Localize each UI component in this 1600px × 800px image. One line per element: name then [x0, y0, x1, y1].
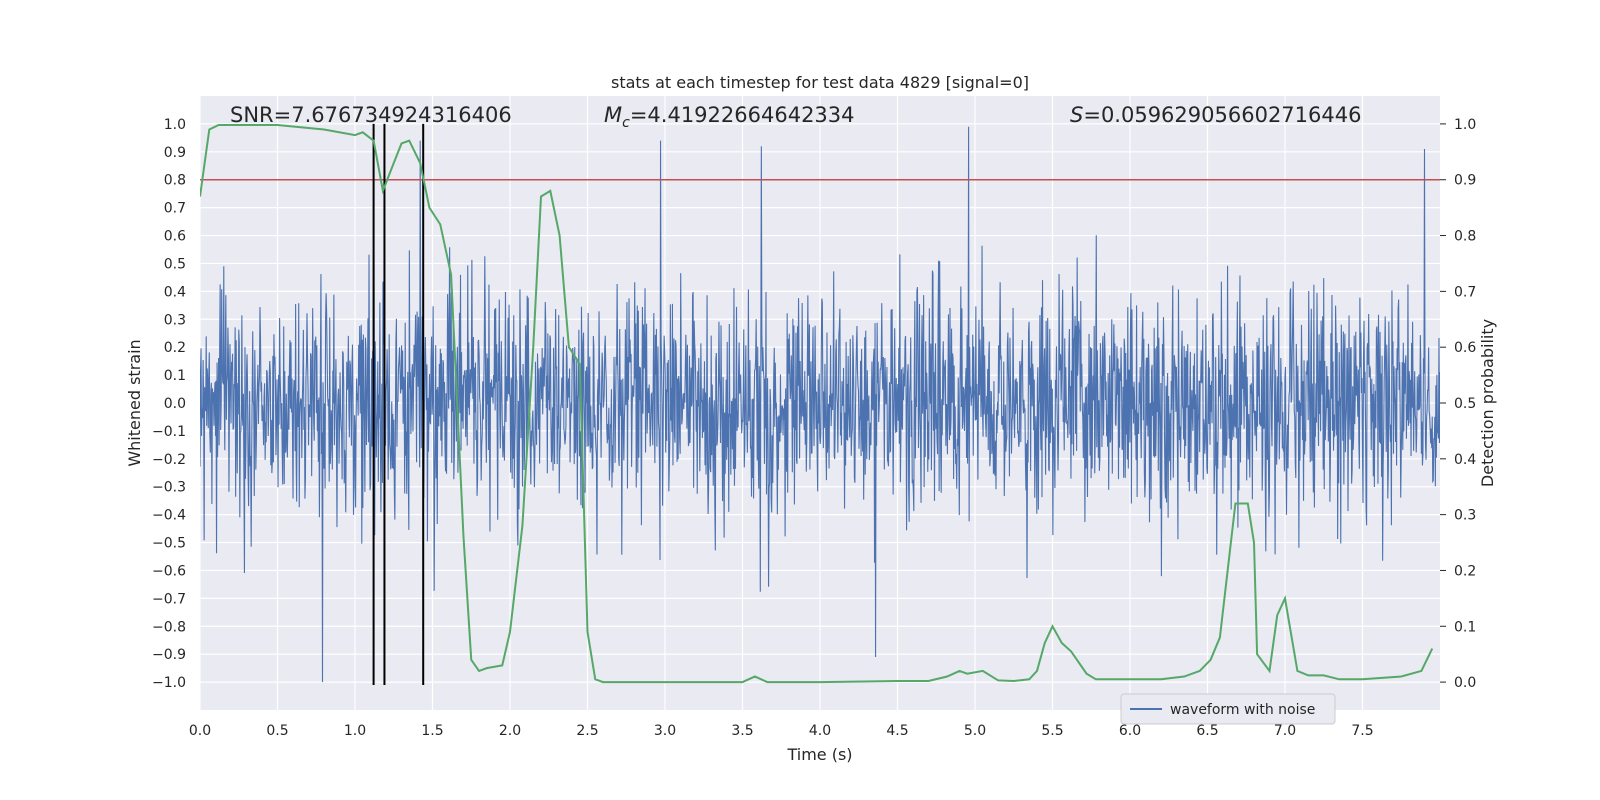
x-tick-label: 0.5 — [266, 723, 288, 739]
y2-tick-label: 0.1 — [1454, 619, 1476, 635]
y-tick-label: −0.3 — [152, 480, 186, 496]
snr-annotation: SNR=7.676734924316406 — [230, 103, 512, 127]
x-tick-label: 6.0 — [1119, 723, 1141, 739]
s-symbol: S — [1070, 103, 1083, 127]
y-tick-label: −0.1 — [152, 424, 186, 440]
chirp-mass-subscript: c — [622, 115, 630, 131]
y-tick-label: 0.4 — [164, 284, 186, 300]
x-tick-label: 7.5 — [1351, 723, 1373, 739]
y2-tick-label: 0.8 — [1454, 229, 1476, 245]
event-markers — [372, 123, 425, 685]
detection-probability-series — [200, 124, 1434, 684]
y-tick-label: 0.1 — [164, 368, 186, 384]
y-tick-label: 0.8 — [164, 173, 186, 189]
y-tick-label: 0.6 — [164, 229, 186, 245]
x-tick-label: 4.0 — [809, 723, 831, 739]
legend: waveform with noise — [1120, 693, 1336, 725]
x-tick-label: 5.0 — [964, 723, 986, 739]
chirp-mass-annotation: Mc=4.41922664642334 — [604, 103, 855, 131]
chirp-mass-symbol: M — [604, 103, 622, 127]
x-tick-label: 3.0 — [654, 723, 676, 739]
detection-probability-line — [200, 124, 1434, 684]
x-axis-label: Time (s) — [786, 745, 852, 764]
y-axis-ticks: 1.0 0.9 0.8 0.7 0.6 0.5 0.4 0.3 0.2 0.1 0.0 −0.1 −0.… — [152, 117, 186, 691]
y-tick-label: 0.9 — [164, 145, 186, 161]
x-tick-label: 2.5 — [576, 723, 598, 739]
y-tick-label: 0.0 — [164, 396, 186, 412]
x-tick-label: 3.5 — [731, 723, 753, 739]
y-axis-label: Whitened strain — [125, 339, 144, 466]
y2-tick-label: 0.2 — [1454, 563, 1476, 579]
y2-tick-label: 0.7 — [1454, 284, 1476, 300]
waveform-with-noise-series — [200, 126, 1440, 683]
y2-tick-label: 1.0 — [1454, 117, 1476, 133]
y-tick-label: −0.7 — [152, 591, 186, 607]
x-tick-label: 6.5 — [1196, 723, 1218, 739]
x-axis-ticks: 0.0 0.5 1.0 1.5 2.0 2.5 3.0 3.5 4.0 4.5 5.0 5.5 6.0 6… — [189, 723, 1374, 739]
x-tick-label: 1.5 — [421, 723, 443, 739]
y2-tick-label: 0.5 — [1454, 396, 1476, 412]
y2-tick-label: 0.6 — [1454, 340, 1476, 356]
x-tick-label: 4.5 — [886, 723, 908, 739]
y-tick-label: −0.4 — [152, 508, 186, 524]
legend-box — [1120, 693, 1336, 725]
y-tick-label: −0.2 — [152, 452, 186, 468]
y-tick-label: 0.2 — [164, 340, 186, 356]
y2-tick-label: 0.3 — [1454, 508, 1476, 524]
y-tick-label: −1.0 — [152, 675, 186, 691]
y-tick-label: −0.5 — [152, 536, 186, 552]
y2-axis-label: Detection probability — [1478, 319, 1497, 487]
x-tick-label: 1.0 — [344, 723, 366, 739]
x-tick-label: 2.0 — [499, 723, 521, 739]
y2-tick-label: 0.9 — [1454, 173, 1476, 189]
y-tick-label: 1.0 — [164, 117, 186, 133]
y-tick-label: 0.5 — [164, 256, 186, 272]
y-tick-label: −0.9 — [152, 647, 186, 663]
y-tick-label: −0.6 — [152, 563, 186, 579]
chirp-mass-value: =4.41922664642334 — [630, 103, 855, 127]
y-tick-label: −0.8 — [152, 619, 186, 635]
x-tick-label: 0.0 — [189, 723, 211, 739]
s-value: =0.059629056602716446 — [1083, 103, 1361, 127]
x-tick-label: 5.5 — [1041, 723, 1063, 739]
legend-label: waveform with noise — [1170, 702, 1315, 718]
y2-tick-label: 0.0 — [1454, 675, 1476, 691]
y-tick-label: 0.3 — [164, 312, 186, 328]
x-tick-label: 7.0 — [1274, 723, 1296, 739]
y-tick-label: 0.7 — [164, 201, 186, 217]
waveform-with-noise-line — [200, 126, 1440, 683]
chart-title: stats at each timestep for test data 482… — [611, 73, 1029, 92]
s-annotation: S=0.059629056602716446 — [1070, 103, 1361, 127]
y2-tick-label: 0.4 — [1454, 452, 1476, 468]
y2-axis-ticks: 1.0 0.9 0.8 0.7 0.6 0.5 0.4 0.3 0.2 0.1 0.0 — [1440, 117, 1476, 691]
